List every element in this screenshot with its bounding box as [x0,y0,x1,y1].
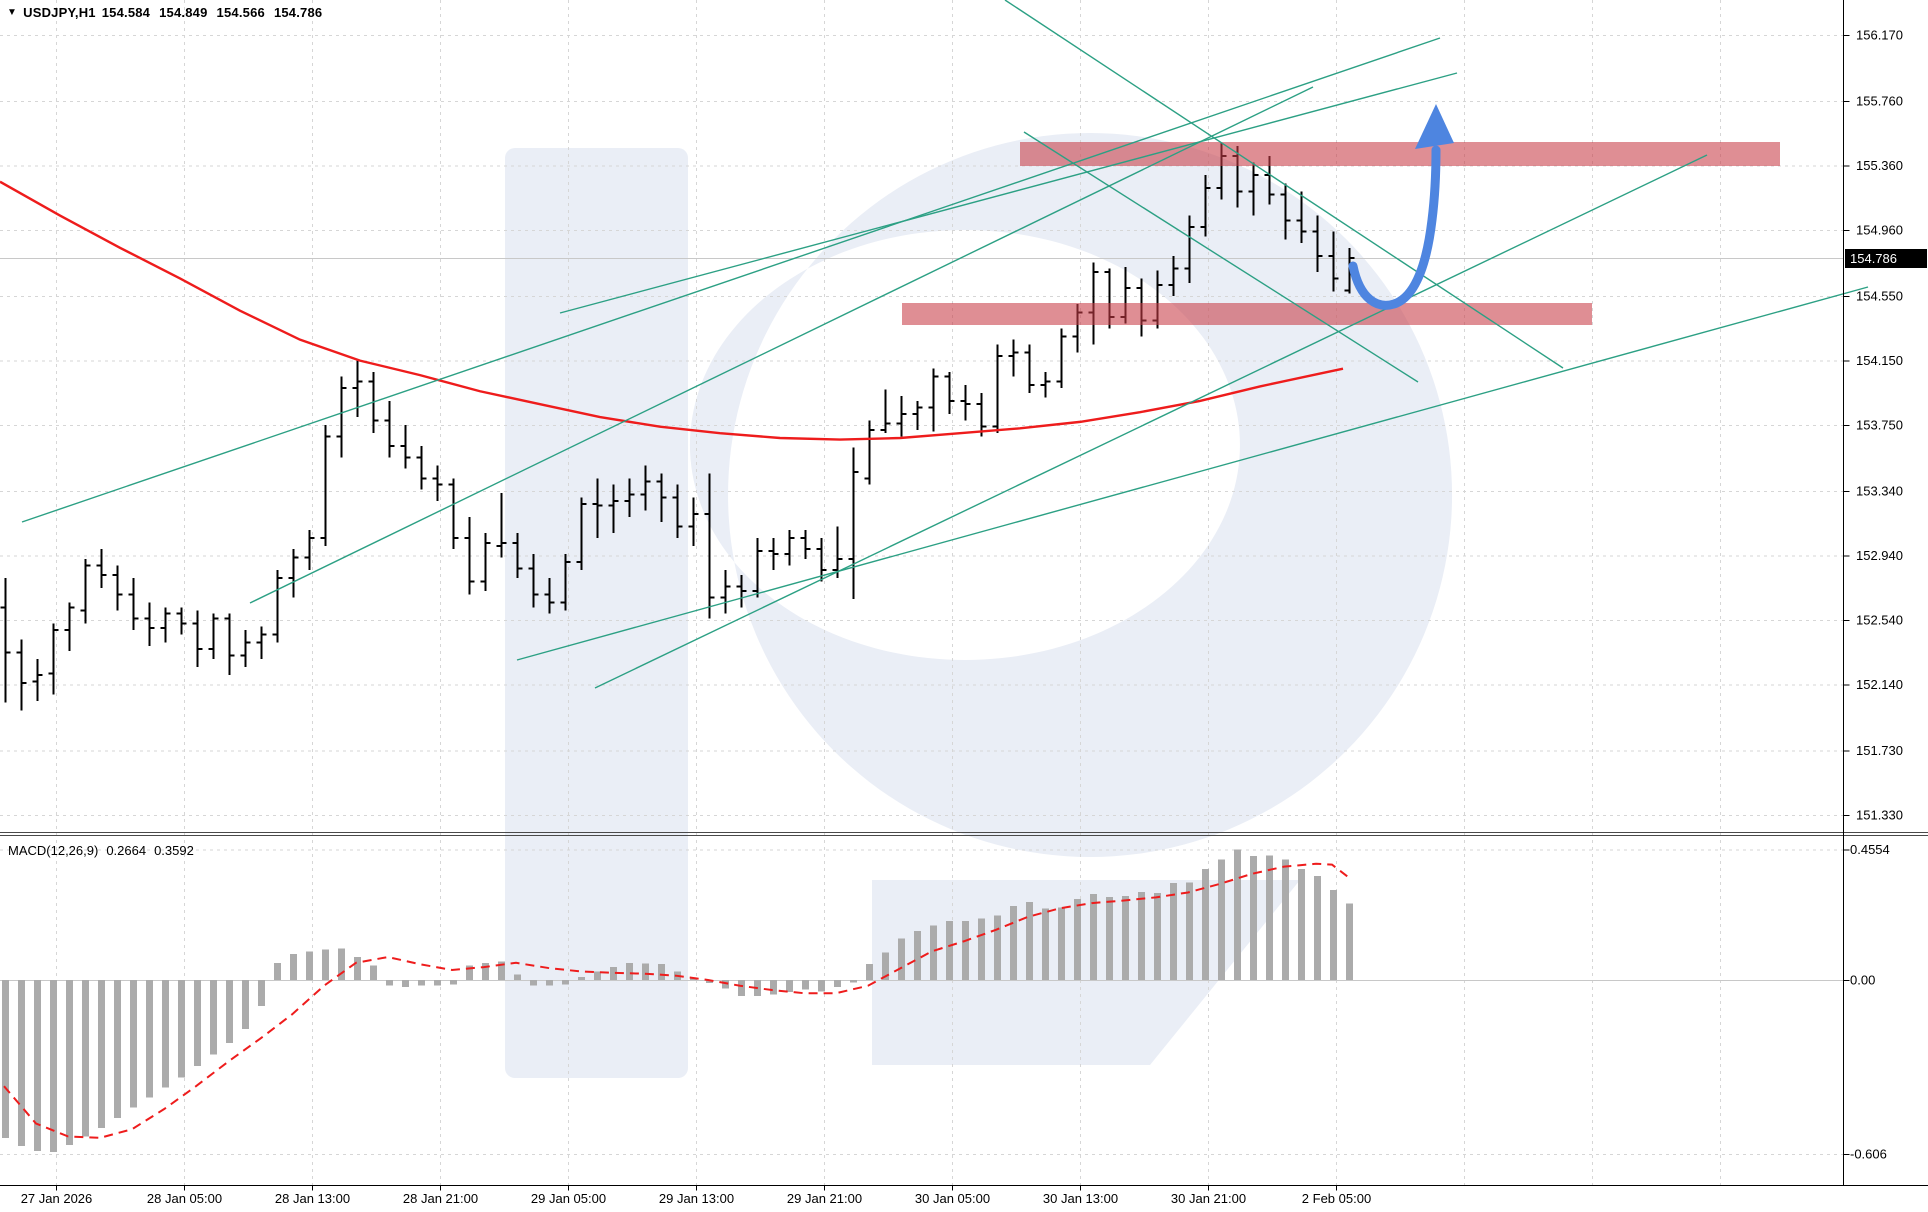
macd-signal-value: 0.3592 [154,843,194,858]
svg-text:154.550: 154.550 [1856,289,1903,304]
svg-text:154.960: 154.960 [1856,223,1903,238]
price-axis-labels[interactable]: 156.170 155.760 155.360 154.960 154.550 154.1… [1856,28,1903,823]
svg-text:154.150: 154.150 [1856,353,1903,368]
svg-text:30 Jan 21:00: 30 Jan 21:00 [1171,1191,1246,1206]
svg-text:0.4554: 0.4554 [1850,842,1890,857]
chart-header: ▼ USDJPY,H1 154.584 154.849 154.566 154.… [7,5,322,20]
svg-text:153.750: 153.750 [1856,418,1903,433]
svg-text:2 Feb 05:00: 2 Feb 05:00 [1302,1191,1371,1206]
trendlines[interactable] [21,0,1869,689]
high-value: 154.849 [159,5,208,20]
svg-text:29 Jan 21:00: 29 Jan 21:00 [787,1191,862,1206]
svg-text:156.170: 156.170 [1856,28,1903,43]
macd-main-value: 0.2664 [106,843,147,858]
ohlc-bars [0,143,1355,711]
macd-indicator-label: MACD(12,26,9) 0.2664 0.3592 [8,843,194,858]
svg-text:153.340: 153.340 [1856,484,1903,499]
time-axis-labels[interactable]: 27 Jan 2026 28 Jan 05:00 28 Jan 13:00 28 Ja… [21,1191,1371,1206]
svg-text:29 Jan 13:00: 29 Jan 13:00 [659,1191,734,1206]
svg-text:28 Jan 21:00: 28 Jan 21:00 [403,1191,478,1206]
supply-demand-zones[interactable] [902,142,1780,325]
svg-text:27 Jan 2026: 27 Jan 2026 [21,1191,93,1206]
chevron-down-icon[interactable]: ▼ [7,7,18,18]
open-value: 154.584 [101,5,151,20]
low-value: 154.566 [216,5,265,20]
blue-arrow-annotation[interactable] [1348,104,1454,310]
svg-text:151.730: 151.730 [1856,743,1903,758]
svg-text:151.330: 151.330 [1856,808,1903,823]
close-value: 154.786 [273,5,323,20]
macd-signal-line [3,862,1349,1139]
svg-text:152.940: 152.940 [1856,548,1903,563]
svg-text:155.760: 155.760 [1856,94,1903,109]
current-price-badge: 154.786 [1845,249,1927,268]
svg-text:28 Jan 13:00: 28 Jan 13:00 [275,1191,350,1206]
macd-histogram [2,849,1353,1153]
macd-axis-labels[interactable]: 0.4554 0.00 -0.606 [1850,842,1890,1162]
svg-text:28 Jan 05:00: 28 Jan 05:00 [147,1191,222,1206]
svg-text:30 Jan 05:00: 30 Jan 05:00 [915,1191,990,1206]
panel-separator[interactable] [0,832,1928,836]
svg-text:155.360: 155.360 [1856,158,1903,173]
svg-text:30 Jan 13:00: 30 Jan 13:00 [1043,1191,1118,1206]
svg-text:29 Jan 05:00: 29 Jan 05:00 [531,1191,606,1206]
macd-name: MACD(12,26,9) [8,843,99,858]
svg-text:152.540: 152.540 [1856,613,1903,628]
ma-red-line [0,180,1344,441]
svg-text:-0.606: -0.606 [1850,1146,1887,1161]
symbol-timeframe-label: USDJPY,H1 [23,5,96,20]
svg-text:0.00: 0.00 [1850,973,1875,988]
svg-text:152.140: 152.140 [1856,677,1903,692]
